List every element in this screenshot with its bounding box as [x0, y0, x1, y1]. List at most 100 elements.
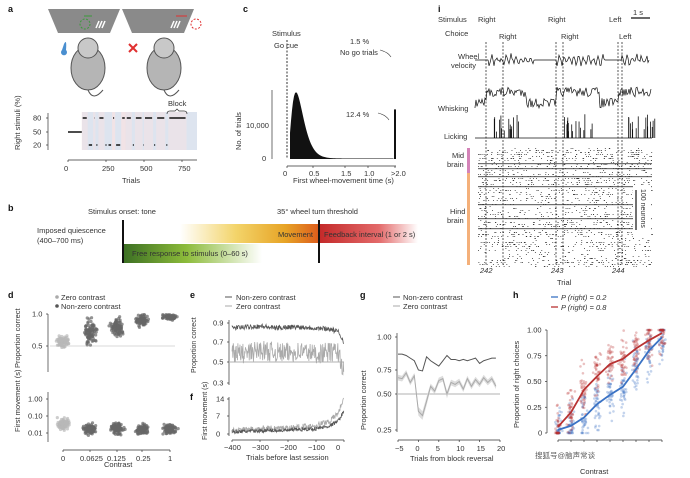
spike — [626, 180, 628, 181]
spike — [622, 178, 624, 179]
data-point — [596, 397, 600, 401]
data-point — [555, 431, 559, 435]
data-point — [609, 382, 612, 386]
data-point — [607, 349, 610, 353]
data-point — [554, 427, 557, 430]
data-point — [620, 379, 624, 382]
spike — [526, 236, 527, 237]
spike — [618, 216, 620, 217]
spike — [561, 190, 563, 191]
data-point — [647, 330, 650, 334]
spike — [487, 234, 489, 235]
data-point — [610, 364, 614, 368]
data-point — [659, 340, 662, 344]
spike — [606, 216, 608, 217]
spike — [599, 262, 600, 263]
data-point — [86, 334, 91, 339]
spike — [598, 194, 600, 195]
spike — [508, 250, 510, 251]
spike — [603, 170, 605, 171]
data-point — [635, 338, 639, 341]
spike — [478, 236, 480, 237]
spike — [619, 248, 621, 249]
spike — [480, 230, 482, 231]
data-point — [648, 328, 651, 332]
spike — [567, 208, 569, 209]
spike — [571, 232, 573, 233]
data-point — [618, 384, 622, 388]
spike — [495, 216, 497, 217]
y-tick-label: 0.9 — [213, 319, 223, 328]
spike — [563, 246, 564, 247]
spike — [484, 252, 486, 253]
data-point — [556, 431, 559, 435]
data-point — [86, 321, 90, 325]
spike — [551, 150, 553, 151]
spike — [509, 244, 511, 245]
data-point — [113, 333, 117, 337]
data-point — [566, 392, 569, 395]
spike — [545, 196, 547, 197]
data-point — [55, 415, 59, 420]
panel-label-f: f — [190, 392, 194, 402]
spike — [532, 222, 534, 223]
data-point — [607, 369, 611, 373]
spike — [582, 254, 584, 255]
spike — [506, 152, 508, 153]
y-tick-label: 7 — [216, 412, 220, 421]
spike — [636, 260, 638, 261]
data-point — [595, 389, 599, 392]
spike — [623, 188, 625, 189]
data-point — [623, 393, 626, 396]
spike — [621, 158, 622, 159]
spike — [494, 250, 496, 251]
data-point — [646, 357, 650, 361]
x-tick-label: −200 — [280, 443, 297, 452]
data-point — [593, 393, 597, 396]
data-point — [583, 395, 586, 399]
data-point — [634, 357, 638, 361]
data-point — [581, 431, 584, 435]
data-point — [582, 419, 586, 422]
data-point — [646, 356, 650, 360]
panel-label-g: g — [360, 290, 366, 300]
spike — [526, 232, 528, 233]
spike — [576, 194, 578, 195]
spike — [644, 164, 646, 165]
spike — [564, 224, 565, 225]
spike — [486, 264, 488, 265]
spike — [520, 262, 522, 263]
data-point — [85, 340, 89, 344]
spike — [523, 214, 525, 215]
spike — [627, 214, 629, 215]
spike — [528, 210, 530, 211]
spike — [636, 264, 638, 265]
data-point — [611, 379, 614, 382]
data-point — [90, 430, 94, 434]
spike — [620, 190, 622, 191]
data-point — [607, 381, 610, 385]
data-point — [633, 343, 636, 346]
spike — [585, 266, 587, 267]
data-point — [620, 381, 624, 385]
x-tick-label: −5 — [395, 444, 404, 453]
block-shade — [112, 112, 116, 150]
spike — [545, 198, 547, 199]
spike — [617, 164, 619, 165]
spike — [534, 230, 535, 231]
spike — [590, 194, 592, 195]
spike — [569, 222, 571, 223]
spike — [633, 154, 635, 155]
spike — [558, 266, 560, 267]
spike — [557, 216, 559, 217]
spike — [585, 188, 587, 189]
spike — [564, 256, 566, 257]
spike — [602, 192, 604, 193]
spike — [604, 208, 606, 209]
spike — [557, 222, 559, 223]
data-point — [145, 314, 149, 319]
spike — [510, 166, 512, 167]
data-point — [619, 363, 622, 367]
spike — [572, 174, 574, 175]
data-point — [90, 339, 94, 343]
